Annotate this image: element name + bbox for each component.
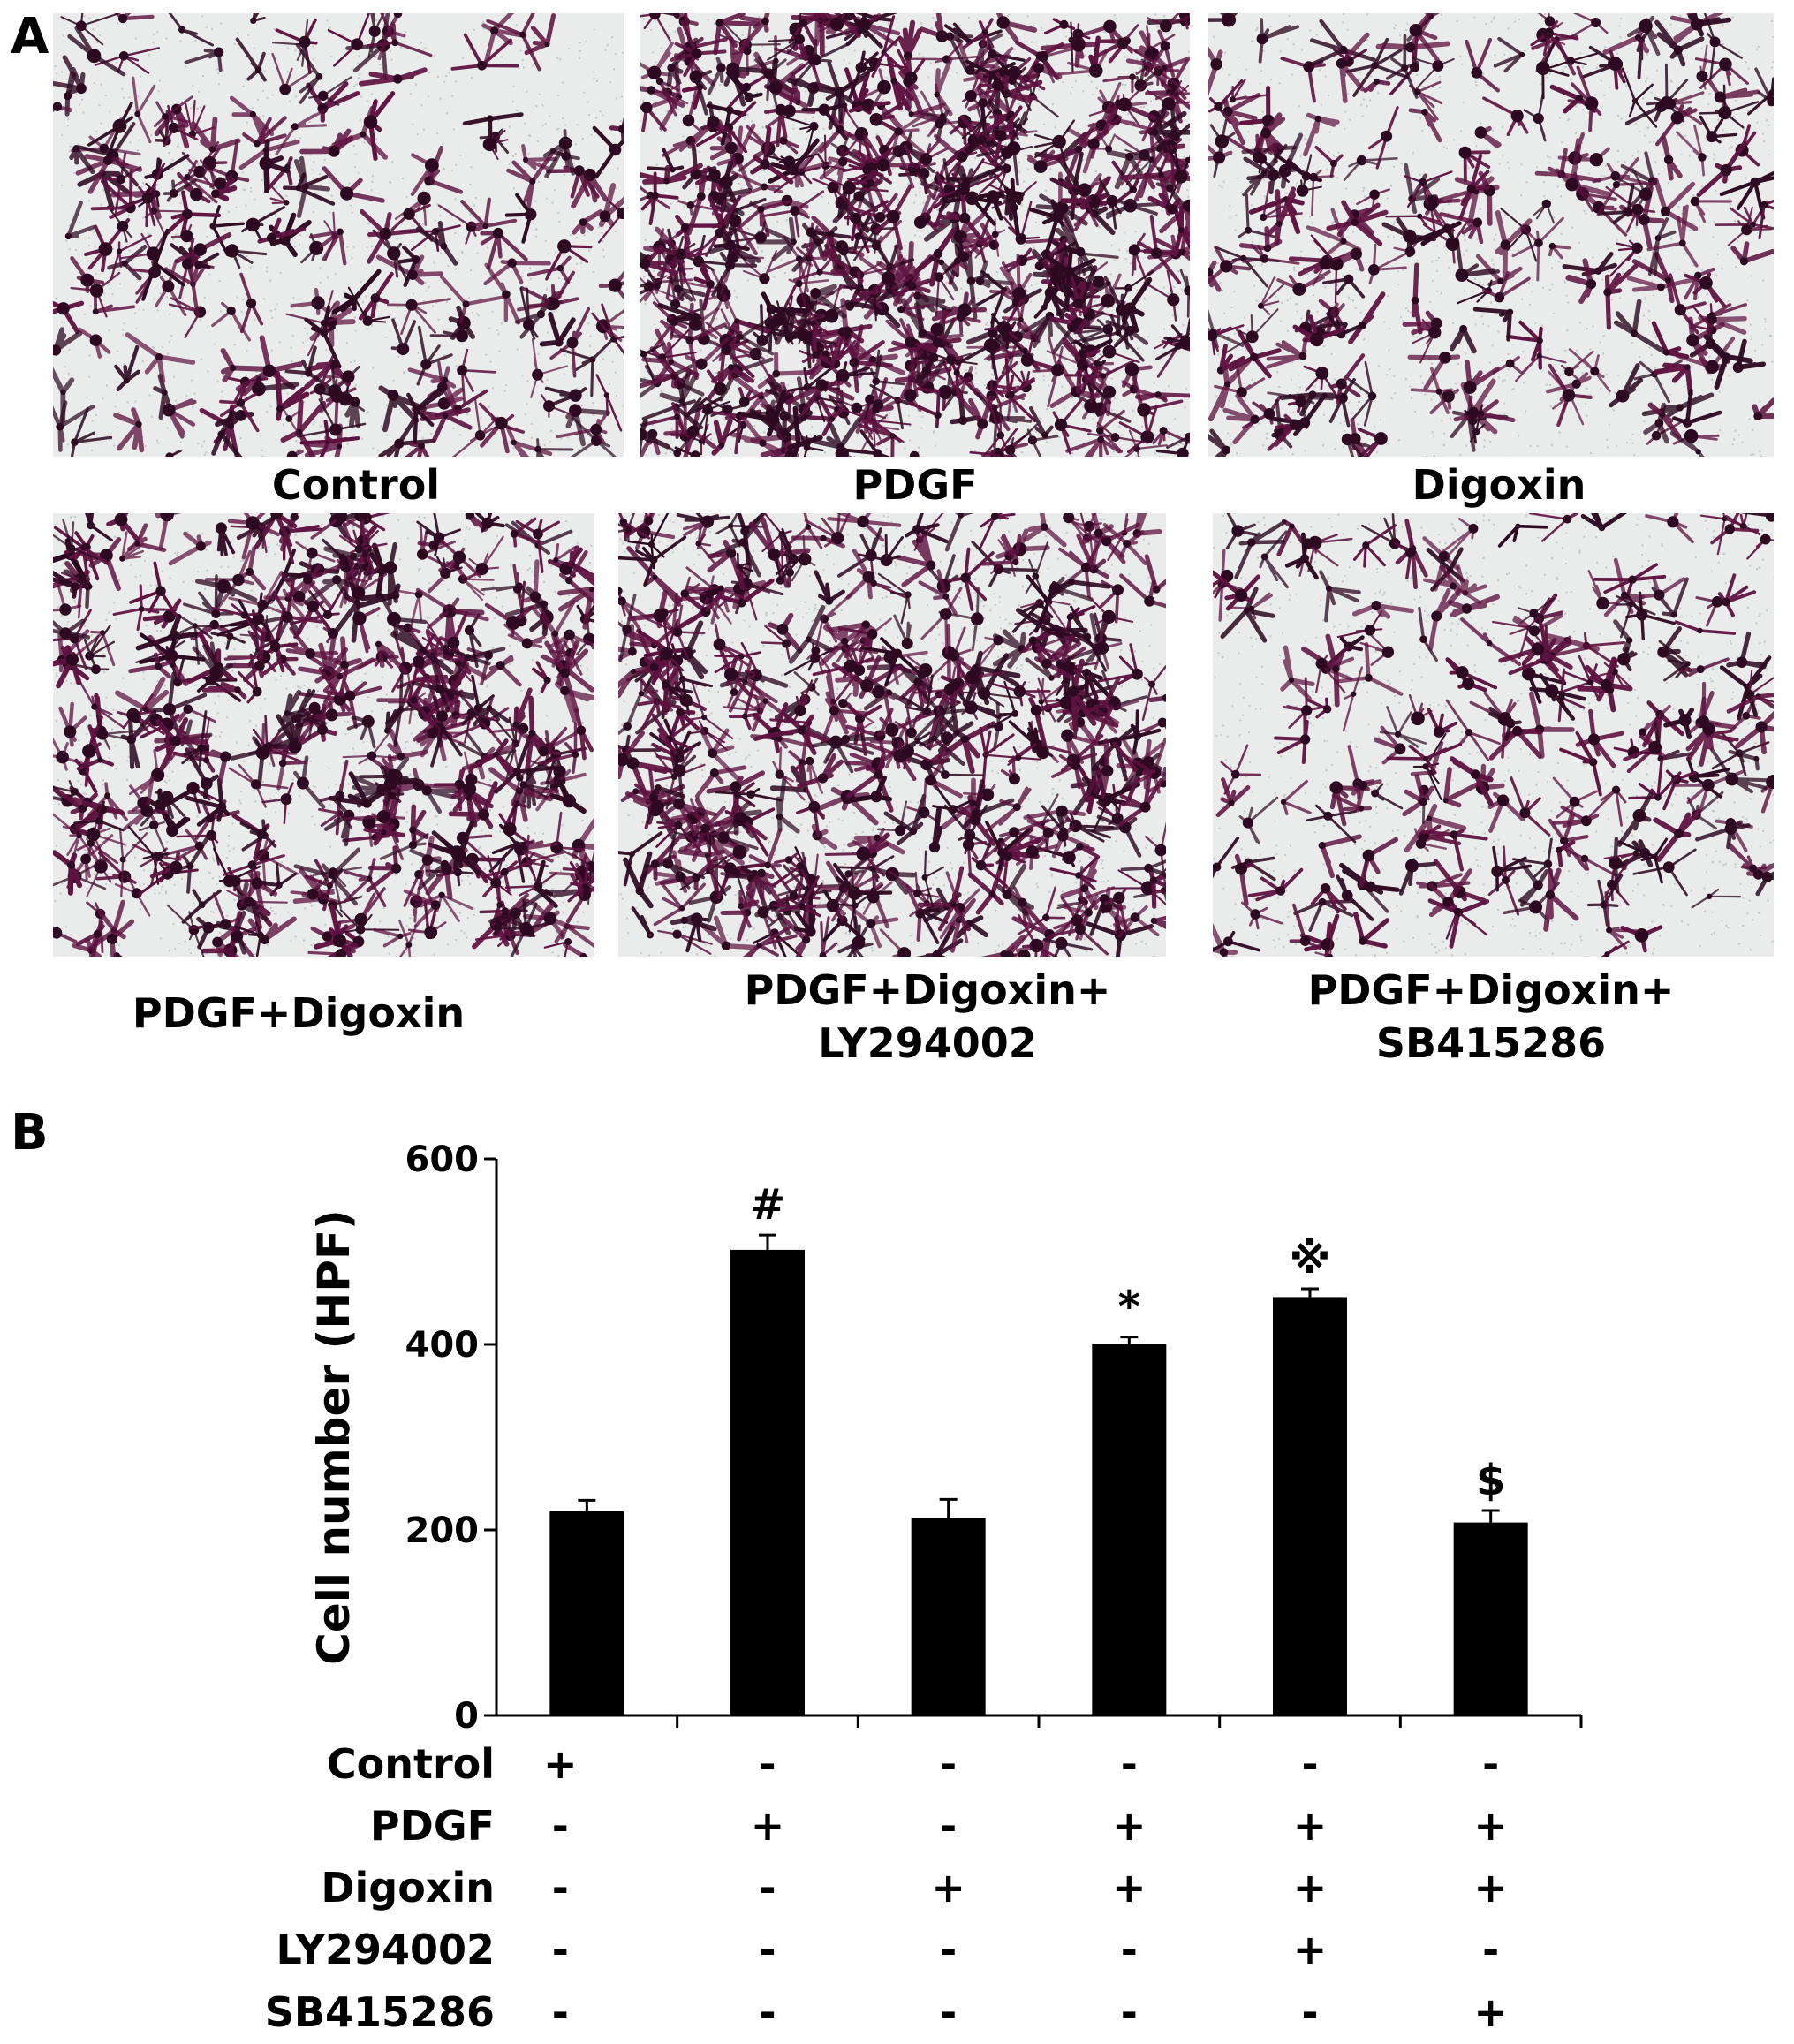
bar-6: [1453, 1522, 1528, 1715]
treatment-sign: +: [751, 1802, 785, 1850]
bar-4: [1092, 1344, 1167, 1715]
treatment-sign: +: [1112, 1802, 1147, 1850]
treatment-sign: +: [1293, 1864, 1328, 1912]
label-control: Control: [271, 461, 441, 509]
panel-a-letter: A: [11, 8, 49, 65]
micrograph-control: [53, 13, 624, 457]
treatment-sign: -: [759, 1988, 776, 2036]
treatment-sign: -: [1121, 1740, 1138, 1788]
treatment-sign: -: [940, 1926, 957, 1973]
treatment-sign: +: [1473, 1864, 1508, 1912]
treatment-sign: -: [759, 1926, 776, 1973]
treatment-row-label: LY294002: [276, 1926, 496, 1973]
y-tick-label: 600: [405, 1139, 480, 1180]
y-axis-label: Cell number (HPF): [308, 1209, 360, 1665]
significance-mark-5: ※: [1290, 1234, 1331, 1283]
treatment-sign: +: [543, 1740, 578, 1788]
treatment-sign: +: [931, 1864, 965, 1912]
treatment-row-label: PDGF: [370, 1802, 495, 1850]
significance-mark-2: #: [750, 1180, 785, 1230]
bar-3: [911, 1518, 986, 1715]
treatment-sign: -: [759, 1864, 776, 1912]
treatment-sign: -: [940, 1988, 957, 2036]
label-pdgf-digoxin-sb415286: PDGF+Digoxin+ SB415286: [1307, 966, 1675, 1067]
y-tick-label: 0: [454, 1696, 479, 1737]
bar-2: [730, 1249, 805, 1715]
treatment-sign: +: [1112, 1864, 1147, 1912]
treatment-sign: -: [1121, 1926, 1138, 1973]
micrograph-digoxin: [1208, 13, 1774, 457]
treatment-sign: -: [552, 1864, 569, 1912]
treatment-sign: -: [940, 1740, 957, 1788]
treatment-sign: -: [759, 1740, 776, 1788]
treatment-row-label: Digoxin: [321, 1864, 495, 1912]
treatment-sign: -: [1482, 1740, 1499, 1788]
treatment-sign: -: [1301, 1988, 1318, 2036]
treatment-row-label: SB415286: [265, 1988, 495, 2036]
micrograph-pdgf-digoxin: [53, 513, 594, 957]
treatment-sign: +: [1293, 1926, 1328, 1973]
significance-mark-6: $: [1476, 1456, 1505, 1505]
label-pdgf-digoxin-ly294002: PDGF+Digoxin+ LY294002: [744, 966, 1111, 1067]
micrograph-pdgf-digoxin-ly294002: [618, 513, 1166, 957]
treatment-sign: -: [1121, 1988, 1138, 2036]
treatment-sign: +: [1473, 1802, 1508, 1850]
label-pdgf-digoxin: PDGF+Digoxin: [132, 989, 466, 1037]
treatment-sign: +: [1473, 1988, 1508, 2036]
micrograph-pdgf: [640, 13, 1190, 457]
treatment-sign: -: [940, 1802, 957, 1850]
treatment-sign: -: [1482, 1926, 1499, 1973]
y-tick-label: 400: [405, 1325, 480, 1366]
treatment-sign: -: [552, 1926, 569, 1973]
treatment-sign: -: [552, 1802, 569, 1850]
significance-mark-4: *: [1118, 1283, 1140, 1332]
treatment-sign: -: [1301, 1740, 1318, 1788]
y-tick-label: 200: [405, 1510, 480, 1551]
bar-1: [549, 1511, 624, 1715]
treatment-row-label: Control: [327, 1740, 495, 1788]
bar-5: [1273, 1297, 1347, 1715]
label-pdgf: PDGF: [852, 461, 978, 509]
panel-b-letter: B: [11, 1104, 49, 1162]
micrograph-pdgf-digoxin-sb415286: [1213, 513, 1774, 957]
cell-number-bar-chart: 0 200 400 600 Cell number (HPF) # * ※ $ Control + -…: [265, 1139, 1583, 2036]
treatment-sign: -: [552, 1988, 569, 2036]
treatment-sign: +: [1293, 1802, 1328, 1850]
label-digoxin: Digoxin: [1412, 461, 1586, 509]
